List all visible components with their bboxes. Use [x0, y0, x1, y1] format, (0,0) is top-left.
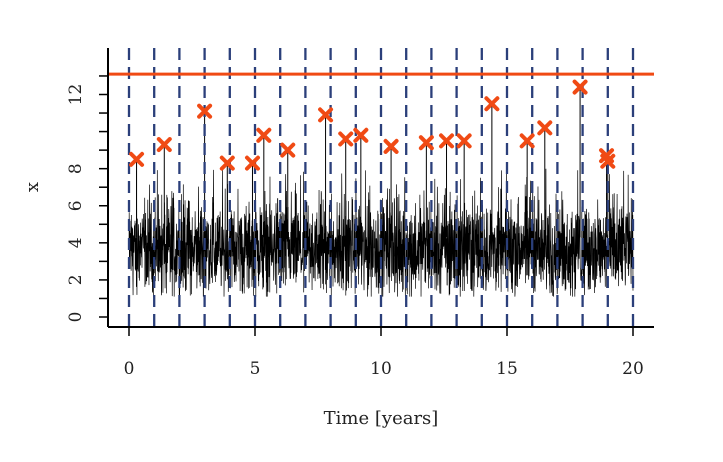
y-tick-label: 4 — [66, 237, 86, 248]
annual-maxima — [129, 79, 616, 171]
x-ticks: 0 5 10 15 20 — [124, 327, 644, 379]
maximum-marker — [572, 79, 588, 95]
y-ticks: 0 2 4 6 8 12 — [66, 75, 108, 323]
maximum-marker — [244, 155, 260, 171]
maximum-marker — [484, 96, 500, 112]
maximum-marker — [456, 133, 472, 149]
x-tick-label: 15 — [496, 359, 518, 379]
maximum-marker — [537, 120, 553, 136]
y-tick-label: 2 — [66, 274, 86, 285]
maximum-marker — [519, 133, 535, 149]
time-series — [128, 87, 634, 297]
maximum-marker — [353, 127, 369, 143]
maximum-marker — [383, 138, 399, 154]
maximum-marker — [129, 151, 145, 167]
year-boundaries — [127, 48, 635, 327]
maximum-marker — [280, 142, 296, 158]
maximum-marker — [318, 107, 334, 123]
x-axis-title: Time [years] — [324, 408, 439, 429]
maximum-marker — [256, 127, 272, 143]
maximum-marker — [600, 153, 616, 169]
maximum-marker — [439, 133, 455, 149]
maximum-marker — [197, 103, 213, 119]
maximum-marker — [219, 155, 235, 171]
maximum-marker — [338, 131, 354, 147]
maximum-marker — [418, 135, 434, 151]
y-tick-label: 0 — [66, 312, 86, 323]
y-tick-label: 6 — [66, 200, 86, 211]
maximum-marker — [156, 137, 172, 153]
x-tick-label: 20 — [622, 359, 644, 379]
x-tick-label: 5 — [250, 359, 261, 379]
y-tick-label: 8 — [66, 163, 86, 174]
x-tick-label: 0 — [124, 359, 135, 379]
y-tick-label: 12 — [66, 84, 86, 106]
x-tick-label: 10 — [370, 359, 392, 379]
y-axis-title: x — [22, 182, 43, 192]
time-series-line — [128, 168, 634, 297]
